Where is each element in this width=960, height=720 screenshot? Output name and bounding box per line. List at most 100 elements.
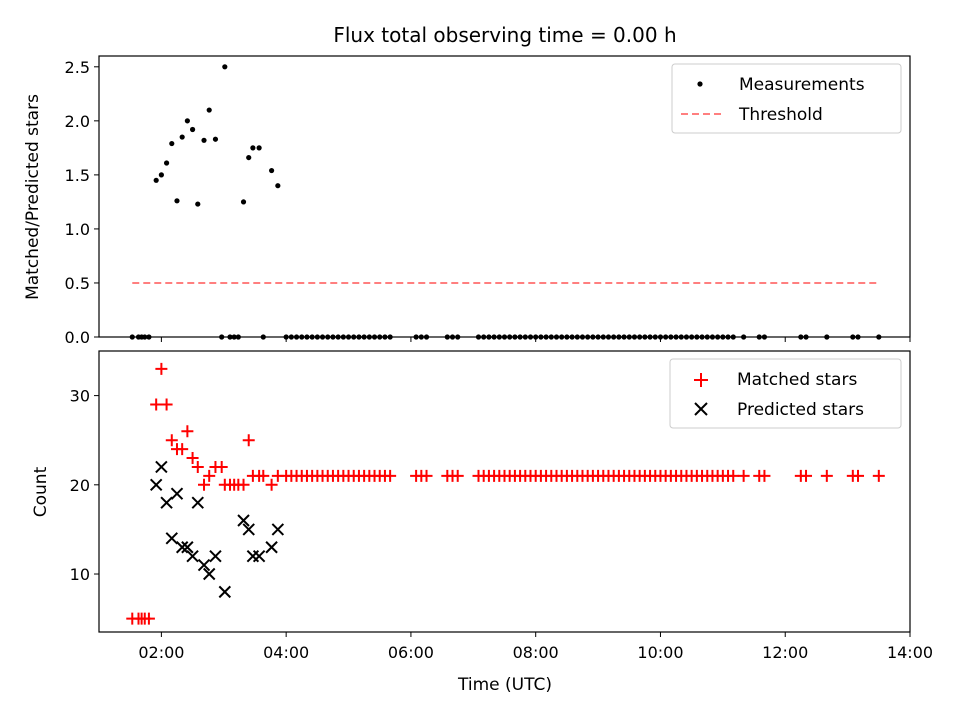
predicted-stars-point (175, 541, 189, 554)
y-tick-label: 1.0 (65, 220, 90, 239)
measurements-point (256, 145, 262, 151)
matched-stars-point (142, 612, 155, 625)
top-legend: Measurements Threshold (671, 63, 902, 134)
matched-stars-point (758, 469, 771, 482)
matched-stars-point (384, 469, 397, 482)
matched-stars-point (176, 443, 189, 456)
y-tick-label: 2.5 (65, 58, 90, 77)
matched-stars-point (155, 362, 168, 375)
matched-stars-point (150, 398, 163, 411)
matched-stars-legend-marker (694, 373, 708, 387)
matched-stars-point (265, 478, 278, 491)
y-tick-label: 0.0 (65, 328, 90, 347)
y-tick-label: 10 (70, 565, 90, 584)
measurements-point (169, 140, 175, 147)
matched-stars-point (237, 478, 250, 491)
measurements-point (189, 126, 196, 133)
measurements-point (174, 198, 180, 204)
predicted-stars-point (165, 532, 178, 545)
bottom-legend: Matched stars Predicted stars (669, 358, 902, 429)
matched-stars-point (420, 469, 433, 482)
measurements-legend-marker (697, 81, 703, 87)
measurements-point (158, 172, 164, 178)
matched-stars-point (242, 434, 255, 447)
predicted-stars-legend-marker (694, 402, 708, 416)
measurements-point (250, 145, 256, 151)
matched-stars-point (727, 469, 740, 482)
matched-stars-point (451, 469, 464, 482)
measurements-point (222, 64, 228, 70)
top-y-axis: 0.0 0.5 1.0 1.5 2.0 2.5 (65, 58, 99, 347)
measurements-point (212, 136, 219, 142)
measurements-point (179, 134, 185, 140)
y-tick-label: 30 (70, 387, 90, 406)
predicted-stars-point (209, 549, 222, 563)
measurements-point (195, 201, 201, 207)
chart-title: Flux total observing time = 0.00 h (333, 23, 676, 47)
x-tick-label: 12:00 (762, 643, 808, 662)
bottom-plot-frame (98, 350, 911, 633)
matched-stars-point (160, 398, 173, 411)
matched-stars-point (800, 469, 813, 482)
top-plot-area: 0.0 0.5 1.0 1.5 2.0 2.5 Matched/Predicted sta… (23, 55, 911, 347)
measurements-point (163, 160, 170, 166)
measurements-point (153, 177, 159, 183)
matched-stars-point (203, 469, 216, 482)
matched-stars-point (181, 425, 194, 438)
x-tick-label: 04:00 (263, 643, 309, 662)
predicted-stars-point (170, 487, 184, 500)
y-tick-label: 20 (70, 476, 90, 495)
matched-stars-point (165, 434, 178, 447)
predicted-stars-point (149, 478, 163, 492)
matched-stars-point (820, 469, 833, 482)
predicted-stars-point (181, 541, 194, 554)
top-x-axis (160, 337, 911, 342)
matched-stars-point (872, 469, 885, 482)
measurements-point (246, 154, 252, 161)
matched-stars-point (737, 469, 750, 482)
bottom-y-axis: 10 20 30 (70, 387, 99, 584)
predicted-stars-point (242, 523, 255, 536)
x-tick-label: 10:00 (637, 643, 683, 662)
predicted-stars-point (203, 567, 216, 581)
bottom-x-axis: 02:00 04:00 06:00 08:00 10:00 12:00 14:00 (138, 632, 933, 662)
matched-stars-point (191, 460, 204, 473)
predicted-stars-point (186, 549, 199, 563)
bottom-plot-area: 10 20 30 02:00 04:00 06:00 08:00 10:00 12:00 14:… (31, 350, 933, 695)
y-tick-label: 2.0 (65, 112, 90, 131)
top-y-axis-label: Matched/Predicted stars (23, 94, 43, 300)
predicted-stars-point (237, 514, 250, 527)
predicted-stars-point (218, 585, 232, 599)
bottom-plot-marks (126, 362, 885, 625)
x-tick-label: 02:00 (138, 643, 184, 662)
y-tick-label: 0.5 (65, 274, 90, 293)
x-tick-label: 08:00 (513, 643, 559, 662)
predicted-stars-point (271, 523, 285, 536)
x-axis-label: Time (UTC) (457, 675, 552, 695)
measurements-point (275, 183, 281, 189)
predicted-stars-point (191, 496, 204, 509)
matched-stars-point (257, 469, 270, 482)
top-plot-frame (98, 55, 911, 338)
legend-label-threshold: Threshold (738, 105, 823, 125)
legend-label-predicted-stars: Predicted stars (737, 400, 864, 420)
x-tick-label: 14:00 (887, 643, 933, 662)
matched-stars-point (215, 460, 228, 473)
predicted-stars-point (155, 460, 168, 474)
matched-stars-point (852, 469, 865, 482)
legend-label-matched-stars: Matched stars (737, 370, 857, 390)
top-legend-box (671, 63, 902, 134)
measurements-point (201, 137, 207, 143)
predicted-stars-point (252, 549, 266, 563)
measurements-point (268, 167, 275, 174)
x-tick-label: 06:00 (388, 643, 434, 662)
predicted-stars-point (160, 496, 173, 509)
predicted-stars-point (197, 558, 211, 572)
measurements-point (184, 118, 190, 124)
matched-stars-point (186, 452, 199, 465)
legend-label-measurements: Measurements (739, 75, 865, 95)
measurements-point (240, 199, 247, 205)
matched-stars-point (198, 478, 211, 491)
measurements-point (206, 107, 212, 113)
